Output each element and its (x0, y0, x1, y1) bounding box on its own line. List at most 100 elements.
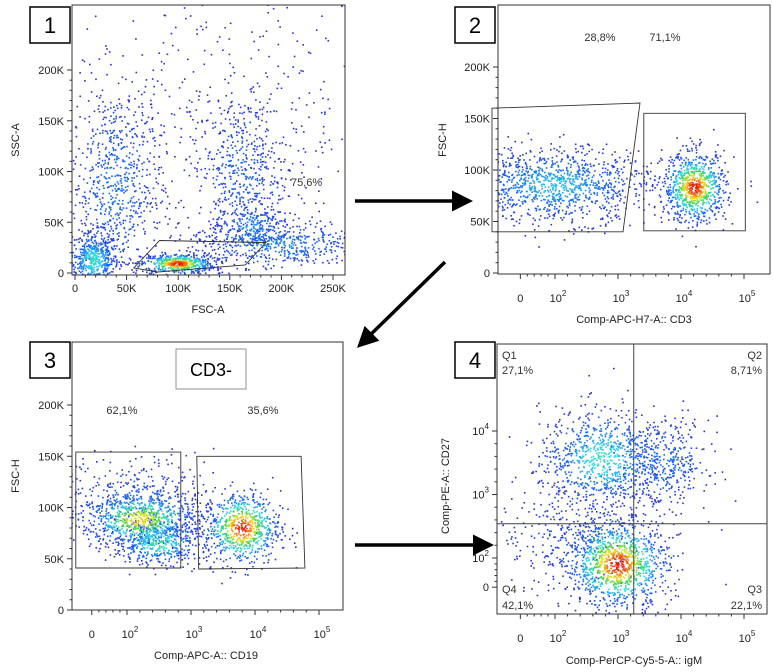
event-dot (538, 189, 541, 192)
event-dot (713, 175, 715, 177)
event-dot (122, 159, 124, 161)
event-dot (645, 183, 648, 186)
event-dot (727, 183, 729, 185)
event-dot (594, 202, 597, 204)
event-dot (617, 177, 620, 180)
event-dot (258, 174, 261, 176)
event-dot (268, 98, 271, 100)
event-dot (120, 148, 123, 150)
event-dot (161, 200, 164, 203)
event-dot (146, 168, 148, 171)
event-dot (78, 255, 80, 258)
event-dot (238, 225, 240, 227)
event-dot (251, 198, 254, 200)
event-dot (214, 121, 217, 124)
event-dot (510, 187, 512, 189)
event-dot (89, 63, 91, 66)
event-dot (254, 145, 256, 147)
event-dot (123, 261, 125, 264)
event-dot (294, 244, 297, 246)
event-dot (62, 187, 64, 189)
event-dot (78, 270, 81, 273)
event-dot (527, 195, 529, 198)
event-dot (138, 216, 140, 218)
event-dot (90, 152, 92, 154)
event-dot (587, 227, 590, 230)
event-dot (160, 202, 162, 204)
event-dot (264, 211, 266, 214)
event-dot (142, 228, 145, 230)
event-dot (248, 219, 251, 221)
event-dot (236, 223, 239, 226)
event-dot (703, 165, 705, 168)
event-dot (308, 51, 310, 54)
event-dot (123, 146, 126, 148)
event-dot (244, 104, 246, 107)
event-dot (181, 263, 183, 266)
event-dot (55, 246, 57, 248)
event-dot (708, 181, 711, 184)
event-dot (246, 139, 248, 142)
event-dot (227, 112, 229, 114)
event-dot (574, 205, 576, 207)
gate-polygon[interactable] (132, 240, 267, 273)
event-dot (355, 245, 357, 247)
event-dot (116, 164, 118, 167)
event-dot (85, 269, 87, 272)
event-dot (215, 238, 218, 241)
event-dot (526, 167, 529, 170)
event-dot (701, 207, 703, 209)
event-dot (556, 149, 558, 151)
event-dot (244, 175, 247, 178)
event-dot (618, 218, 621, 220)
event-dot (517, 157, 519, 159)
event-dot (609, 172, 612, 175)
event-dot (111, 189, 114, 192)
event-dot (85, 210, 87, 213)
event-dot (91, 241, 93, 244)
event-dot (270, 93, 272, 95)
event-dot (287, 169, 290, 172)
event-dot (514, 140, 517, 143)
event-dot (296, 40, 299, 42)
event-dot (695, 245, 697, 248)
event-dot (576, 176, 578, 178)
event-dot (95, 246, 98, 249)
event-dot (206, 119, 209, 121)
event-dot (602, 148, 605, 150)
event-dot (713, 159, 715, 162)
event-dot (718, 188, 721, 190)
event-dot (208, 269, 211, 272)
event-dot (229, 229, 232, 232)
event-dot (238, 239, 240, 241)
event-dot (591, 179, 593, 182)
event-dot (199, 189, 201, 192)
event-dot (122, 250, 125, 253)
event-dot (80, 271, 82, 274)
event-dot (122, 146, 125, 149)
event-dot (336, 255, 338, 257)
event-dot (73, 239, 76, 241)
event-dot (276, 236, 279, 239)
event-dot (587, 168, 589, 170)
event-dot (255, 209, 257, 211)
event-dot (178, 238, 181, 241)
event-dot (253, 192, 256, 195)
event-dot (323, 234, 326, 236)
event-dot (313, 246, 315, 249)
event-dot (220, 192, 223, 195)
event-dot (554, 200, 557, 203)
event-dot (295, 250, 298, 253)
event-dot (572, 201, 575, 203)
event-dot (525, 170, 527, 172)
event-dot (141, 191, 143, 193)
x-tick-label: 100K (165, 283, 191, 295)
event-dot (81, 240, 84, 242)
event-dot (185, 255, 188, 257)
event-dot (673, 206, 676, 208)
event-dot (353, 239, 355, 241)
event-dot (530, 151, 532, 153)
event-dot (80, 308, 82, 310)
event-dot (284, 218, 286, 221)
event-dot (221, 225, 223, 227)
